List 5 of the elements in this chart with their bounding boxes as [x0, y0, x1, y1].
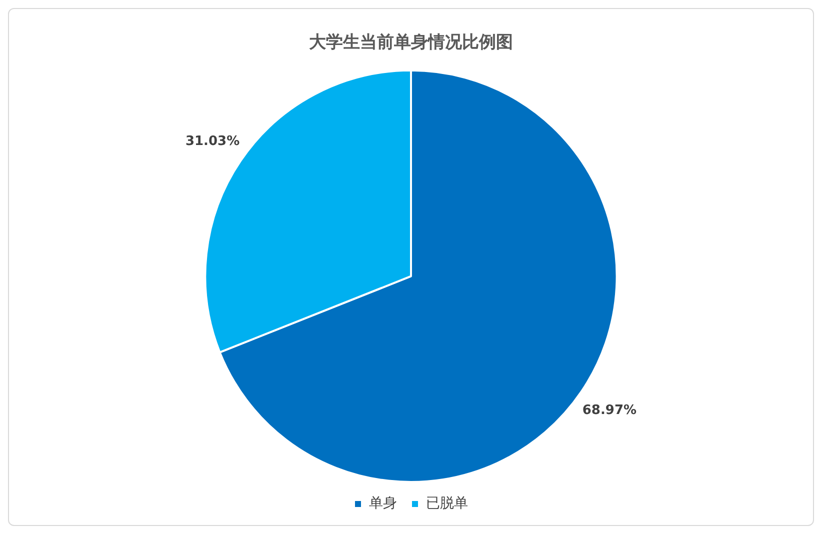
legend-label: 单身 [369, 496, 397, 512]
legend-label: 已脱单 [426, 496, 468, 512]
chart-title: 大学生当前单身情况比例图 [309, 32, 513, 53]
data-label: 31.03% [185, 134, 240, 149]
data-label: 68.97% [582, 403, 637, 418]
